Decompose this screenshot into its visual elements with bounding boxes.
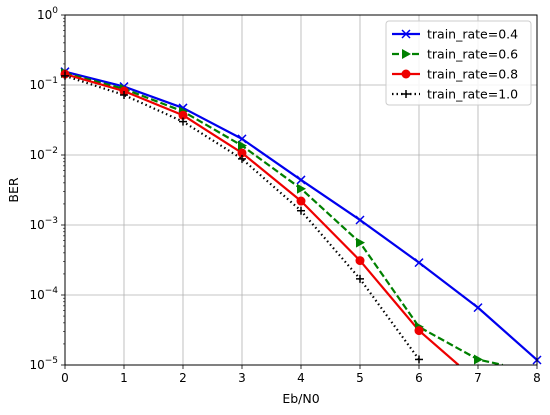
x-tick-label: 1 [120, 371, 128, 385]
data-point-4 [179, 117, 187, 126]
data-point-3 [237, 148, 247, 158]
x-tick-labels: 0 1 2 3 4 5 6 7 8 [61, 371, 541, 385]
x-tick-label: 2 [179, 371, 187, 385]
legend-marker [402, 49, 411, 59]
y-tick-label: 10−1 [29, 76, 58, 92]
y-tick-labels: 100 10−1 10−2 10−3 10−4 10−5 [29, 6, 58, 372]
data-point-1 [414, 258, 424, 268]
data-point-3 [296, 196, 306, 206]
legend-label: train_rate=1.0 [427, 87, 518, 102]
data-point-1 [355, 215, 365, 225]
data-point-2 [238, 140, 247, 151]
legend-label: train_rate=0.4 [427, 27, 518, 42]
x-tick-label: 8 [533, 371, 541, 385]
y-tick-label: 10−3 [29, 216, 58, 232]
legend-marker [401, 29, 411, 39]
data-point-4 [297, 206, 305, 215]
data-point-2 [297, 183, 306, 194]
x-tick-label: 5 [356, 371, 364, 385]
legend-label: train_rate=0.8 [427, 67, 518, 82]
data-point-4 [415, 355, 423, 364]
legend: train_rate=0.4 train_rate=0.6 train_rate=0… [385, 20, 532, 106]
ticks [61, 14, 538, 369]
legend-label: train_rate=0.6 [427, 47, 518, 62]
data-point-3 [178, 110, 188, 120]
x-axis-label: Eb/N0 [282, 391, 319, 406]
x-tick-label: 3 [238, 371, 246, 385]
data-point-1 [473, 303, 483, 313]
x-tick-label: 4 [297, 371, 305, 385]
data-point-2 [356, 237, 365, 248]
x-tick-label: 6 [415, 371, 423, 385]
y-tick-label: 100 [37, 6, 58, 22]
x-tick-label: 7 [474, 371, 482, 385]
y-axis-label: BER [6, 177, 21, 202]
data-point-4 [120, 90, 128, 99]
y-tick-label: 10−5 [29, 356, 58, 372]
data-point-1 [296, 175, 306, 185]
legend-marker [401, 69, 411, 79]
series-line-3 [65, 73, 460, 365]
data-point-4 [238, 154, 246, 163]
data-point-2 [474, 354, 483, 365]
legend-frame [385, 20, 532, 106]
x-tick-label: 0 [61, 371, 69, 385]
y-tick-label: 10−4 [29, 286, 58, 302]
data-point-4 [356, 274, 364, 283]
legend-marker [402, 90, 410, 98]
data-point-3 [355, 256, 365, 266]
data-point-3 [414, 326, 424, 336]
y-tick-label: 10−2 [29, 146, 58, 162]
